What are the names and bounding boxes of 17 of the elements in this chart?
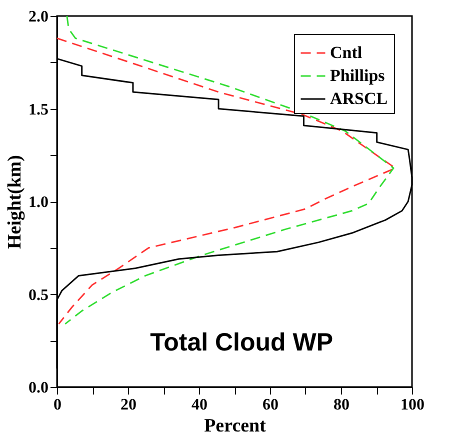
y-tick-label: 1.0: [28, 194, 48, 211]
x-tick-label: 0: [54, 396, 62, 414]
legend-label: ARSCL: [330, 89, 388, 108]
legend-label: Phillips: [330, 66, 386, 85]
y-tick-label: 1.5: [28, 101, 48, 118]
annotation: Total Cloud WP: [150, 328, 334, 356]
x-tick-label: 80: [334, 396, 350, 414]
x-axis-title: Percent: [204, 416, 267, 436]
y-axis-title: Height(km): [4, 155, 26, 249]
x-tick-label: 20: [120, 396, 136, 414]
y-tick-label: 2.0: [28, 8, 48, 26]
x-tick-label: 60: [262, 396, 278, 414]
x-tick-label: 100: [400, 396, 424, 414]
y-tick-label: 0.5: [28, 286, 48, 304]
y-tick-label: 0.0: [28, 380, 48, 396]
x-tick-label: 40: [192, 396, 208, 414]
legend-label: Cntl: [330, 43, 362, 62]
